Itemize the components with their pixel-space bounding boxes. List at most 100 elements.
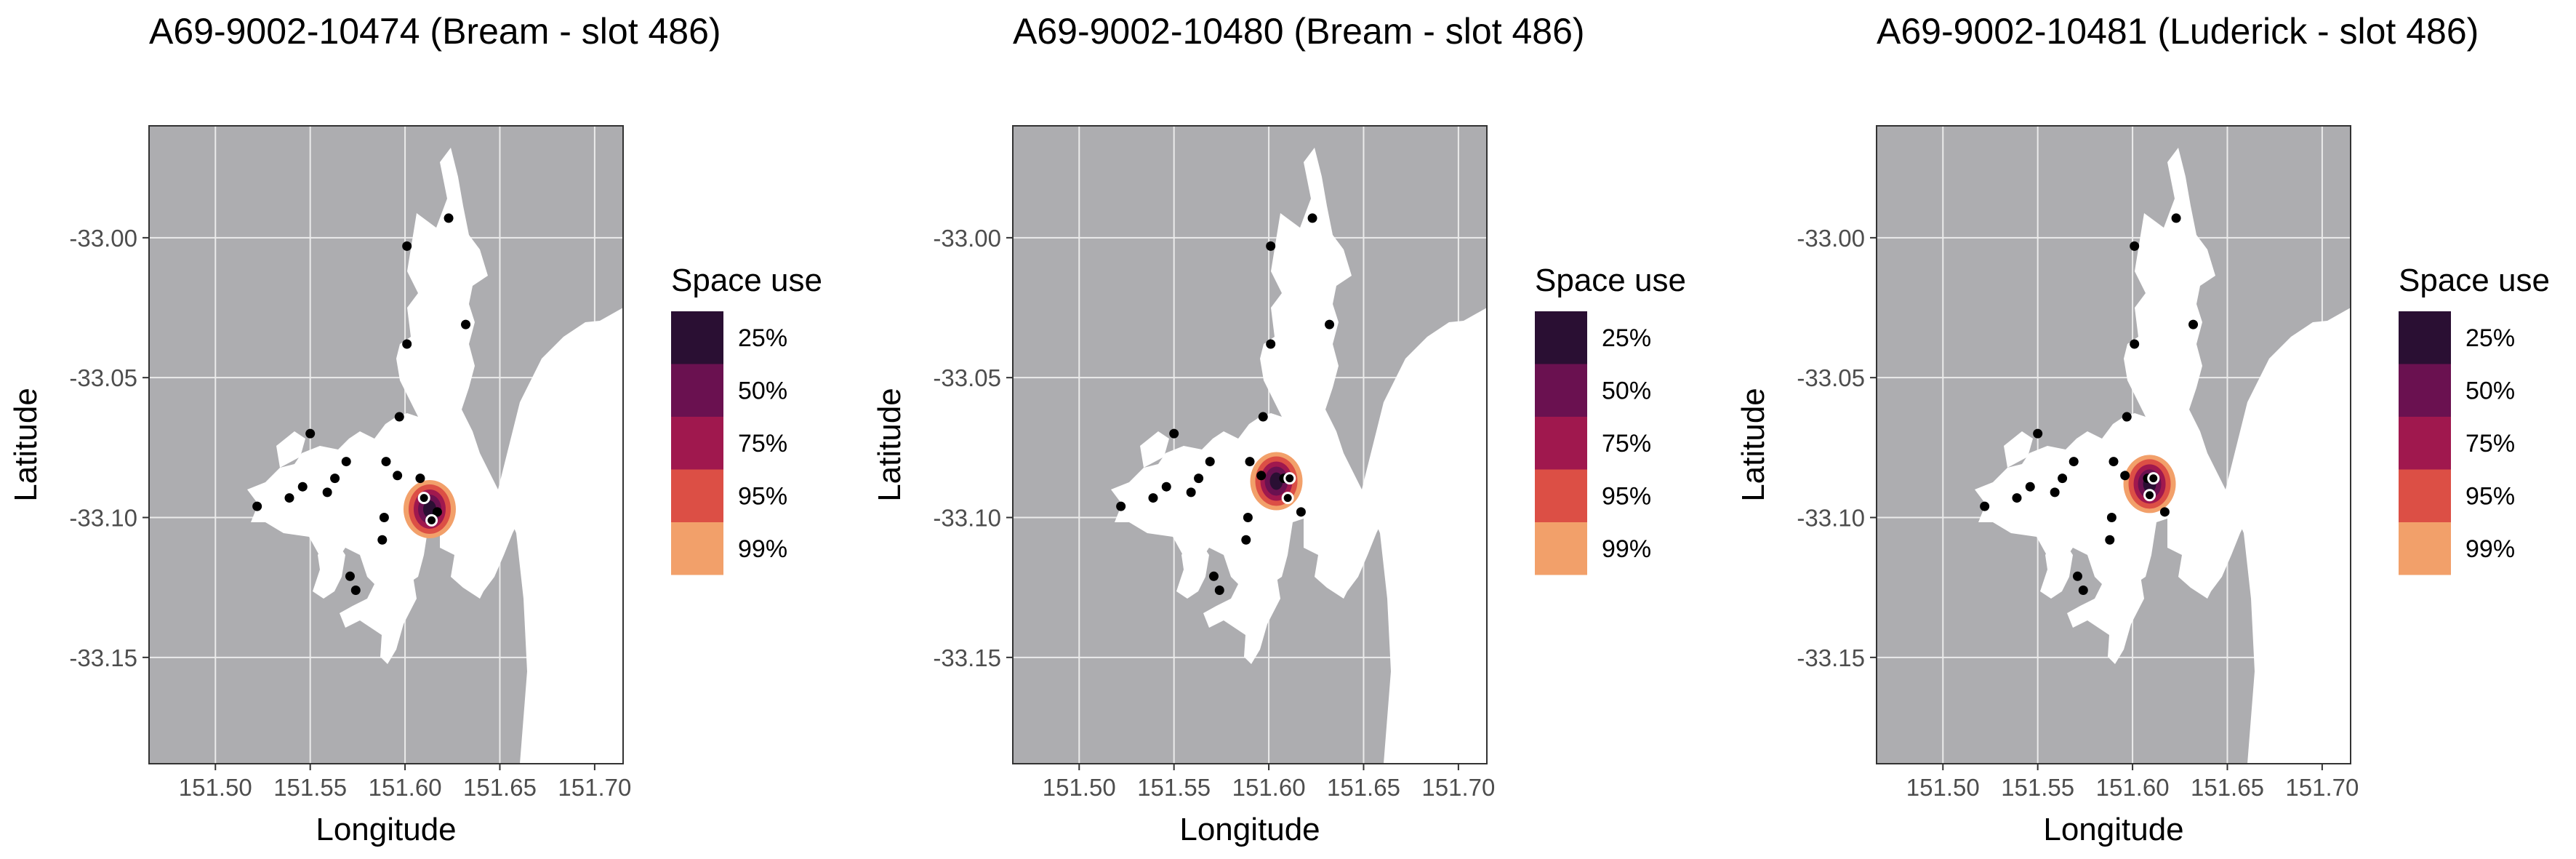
receiver-point: [2171, 213, 2181, 223]
space-use-contours: [403, 479, 456, 538]
x-tick-label: 151.50: [1906, 774, 1980, 801]
map-panel-1: A69-9002-10474 (Bream - slot 486)151.50 1…: [8, 11, 822, 847]
detection-point: [2147, 472, 2160, 485]
receiver-point: [341, 457, 351, 467]
legend-swatch: [671, 469, 723, 522]
legend-label: 75%: [2465, 430, 2515, 458]
x-tick-label: 151.50: [1043, 774, 1116, 801]
receiver-point: [1161, 482, 1171, 492]
receiver-point: [2012, 493, 2022, 503]
y-tick-label: -33.15: [1797, 644, 1865, 671]
receiver-point: [2033, 428, 2043, 439]
x-tick-label: 151.70: [1421, 774, 1495, 801]
x-tick-label: 151.55: [2001, 774, 2074, 801]
legend-label: 25%: [1602, 324, 1651, 352]
receiver-point: [1325, 319, 1335, 329]
x-tick-label: 151.65: [1327, 774, 1400, 801]
panel-title: A69-9002-10480 (Bream - slot 486): [1013, 11, 1585, 52]
legend-swatch: [1535, 364, 1587, 417]
map-panel-3: A69-9002-10481 (Luderick - slot 486) 151.…: [1736, 11, 2550, 847]
receiver-point: [377, 535, 388, 545]
legend-swatch: [2399, 417, 2451, 470]
legend-label: 75%: [1602, 430, 1651, 458]
y-axis-label: Latitude: [1736, 388, 1771, 502]
legend-swatch: [1535, 311, 1587, 364]
legend-title: Space use: [2399, 263, 2550, 298]
receiver-point: [1241, 535, 1251, 545]
plot-border: [1876, 125, 2351, 764]
panel-title: A69-9002-10481 (Luderick - slot 486): [1877, 11, 2479, 52]
y-axis-label: Latitude: [872, 388, 907, 502]
x-axis-label: Longitude: [316, 812, 456, 847]
plot-area: 151.50 151.55 151.60 151.65 151.70 -33.00 -33.…: [1797, 125, 2359, 801]
detection-point: [425, 514, 438, 527]
receiver-point: [2108, 457, 2119, 467]
receiver-point: [444, 213, 454, 223]
plot-border: [148, 125, 624, 764]
y-tick-label: -33.00: [69, 225, 137, 252]
receiver-point: [2072, 571, 2082, 581]
x-tick-label: 151.55: [273, 774, 347, 801]
receiver-point: [379, 513, 389, 523]
legend-swatch: [671, 417, 723, 470]
receiver-point: [1208, 571, 1219, 581]
legend-label: 95%: [738, 483, 787, 511]
receiver-point: [252, 501, 262, 511]
receiver-point: [1980, 501, 1990, 511]
space-use-legend: Space use 25% 50% 75% 95% 99%: [2399, 263, 2550, 575]
receiver-point: [1296, 507, 1306, 517]
detection-point: [417, 492, 430, 505]
receiver-point: [1116, 501, 1126, 511]
y-tick-label: -33.10: [1797, 505, 1865, 532]
legend-swatch: [671, 311, 723, 364]
receiver-point: [2159, 507, 2170, 517]
y-tick-label: -33.10: [933, 505, 1001, 532]
legend-swatch: [2399, 364, 2451, 417]
receiver-point: [2120, 471, 2130, 481]
legend-swatch: [671, 522, 723, 575]
x-tick-label: 151.50: [179, 774, 252, 801]
x-tick-label: 151.60: [369, 774, 442, 801]
receiver-point: [1256, 471, 1267, 481]
receiver-point: [1243, 513, 1253, 523]
x-tick-label: 151.70: [2285, 774, 2359, 801]
legend-title: Space use: [1535, 263, 1686, 298]
receiver-stations: [252, 213, 471, 596]
receiver-point: [2188, 319, 2199, 329]
receiver-point: [1258, 412, 1268, 422]
receiver-point: [1169, 428, 1179, 439]
receiver-point: [1307, 213, 1317, 223]
x-tick-label: 151.55: [1137, 774, 1211, 801]
legend-swatch: [2399, 469, 2451, 522]
y-tick-label: -33.05: [1797, 364, 1865, 391]
receiver-point: [322, 487, 332, 498]
receiver-point: [1205, 457, 1215, 467]
y-tick-label: -33.00: [933, 225, 1001, 252]
x-tick-label: 151.65: [463, 774, 537, 801]
receiver-point: [432, 507, 442, 517]
receiver-point: [2106, 513, 2116, 523]
space-use-contours: [2123, 455, 2176, 514]
receiver-point: [402, 241, 412, 251]
legend-swatch: [1535, 469, 1587, 522]
legend-label: 50%: [738, 377, 787, 405]
receiver-point: [393, 471, 403, 481]
receiver-point: [1266, 241, 1276, 251]
legend-label: 25%: [2465, 324, 2515, 352]
legend-label: 50%: [1602, 377, 1651, 405]
legend-label: 95%: [1602, 483, 1651, 511]
receiver-point: [381, 457, 391, 467]
receiver-point: [1194, 474, 1204, 484]
receiver-point: [2122, 412, 2132, 422]
receiver-point: [305, 428, 316, 439]
space-use-legend: Space use 25% 50% 75% 95% 99%: [1535, 263, 1686, 575]
y-tick-label: -33.15: [69, 644, 137, 671]
receiver-point: [2105, 535, 2115, 545]
y-tick-label: -33.05: [69, 364, 137, 391]
legend-swatch: [2399, 311, 2451, 364]
y-tick-label: -33.05: [933, 364, 1001, 391]
legend-label: 99%: [1602, 535, 1651, 563]
receiver-point: [297, 482, 308, 492]
space-use-legend: Space use 25% 50% 75% 95% 99%: [671, 263, 822, 575]
